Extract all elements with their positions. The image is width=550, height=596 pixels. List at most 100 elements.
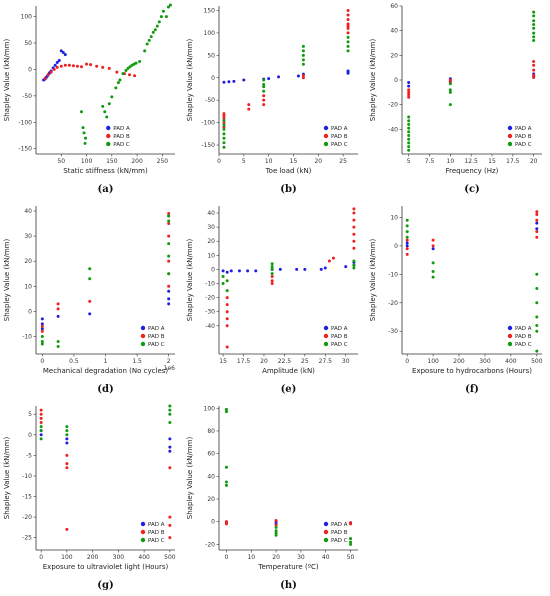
x-tick-label: 0 (217, 158, 221, 165)
data-point-pad-b (535, 235, 539, 239)
x-tick-label: 20 (260, 358, 268, 365)
y-tick-label: 30 (24, 233, 32, 240)
data-point-pad-a (222, 80, 226, 84)
x-axis-label: Toe load (kN) (265, 167, 312, 175)
data-point-pad-a (254, 269, 258, 273)
data-point-pad-b (59, 64, 63, 68)
y-axis-label: Shapley Value (kN/mm) (3, 437, 11, 520)
data-point-pad-c (56, 344, 60, 348)
data-point-pad-b (405, 252, 409, 256)
data-point-pad-c (167, 272, 171, 276)
x-tick-label: 22.5 (278, 358, 292, 365)
y-tick-label: 100 (21, 14, 33, 21)
x-tick-label: 20 (314, 158, 322, 165)
data-point-pad-b (39, 416, 43, 420)
x-tick-label: 300 (479, 358, 491, 365)
data-point-pad-c (224, 480, 228, 484)
y-axis-label: Shapley Value (kN/mm) (369, 39, 377, 122)
x-tick-label: 10 (447, 158, 455, 165)
data-point-pad-a (168, 449, 172, 453)
y-tick-label: -20 (388, 102, 398, 109)
chart-panel-a: 50 100 150 200 250 -150 -100 -50 0 50 100 Static st… (3, 3, 175, 195)
data-point-pad-a (40, 317, 44, 321)
legend-label: PAD C (148, 342, 165, 348)
data-point-pad-b (346, 17, 350, 21)
y-tick-label: 50 (24, 40, 32, 47)
panel-label: (e) (281, 384, 297, 395)
y-tick-label: -50 (205, 97, 215, 104)
y-tick-label: -20 (205, 541, 215, 548)
y-tick-label: 0 (211, 519, 215, 526)
data-point-pad-a (221, 269, 225, 273)
data-point-pad-a (167, 297, 171, 301)
data-point-pad-c (225, 279, 229, 283)
data-point-pad-b (532, 60, 536, 63)
data-point-pad-b (168, 523, 172, 527)
x-tick-label: 300 (113, 554, 125, 561)
data-point-pad-c (134, 61, 138, 65)
data-point-pad-b (331, 256, 335, 260)
data-point-pad-a (344, 265, 348, 269)
data-point-pad-c (167, 214, 171, 218)
legend-marker (323, 537, 329, 543)
chart-panel-h: 0 10 20 30 40 50 -20 0 20 40 60 80 100 Temperature (º… (186, 405, 358, 591)
data-point-pad-c (128, 65, 132, 69)
legend-label: PAD A (331, 522, 348, 528)
legend-marker (507, 341, 513, 347)
data-point-pad-c (39, 425, 43, 429)
data-point-pad-c (407, 145, 411, 149)
x-tick-label: 200 (131, 158, 143, 165)
y-tick-label: 20 (207, 496, 215, 503)
legend-marker (507, 133, 513, 139)
data-point-pad-a (56, 314, 60, 318)
legend-marker (323, 141, 329, 147)
data-point-pad-a (168, 445, 172, 449)
data-point-pad-c (274, 531, 278, 535)
data-point-pad-c (116, 81, 120, 85)
legend-label: PAD B (148, 334, 165, 340)
data-point-pad-c (79, 110, 83, 114)
y-tick-label: 30 (207, 224, 215, 231)
data-point-pad-b (222, 121, 226, 125)
data-point-pad-c (532, 19, 536, 23)
data-point-pad-b (101, 65, 105, 69)
y-tick-label: 0 (394, 243, 398, 250)
data-point-pad-b (43, 76, 47, 80)
x-axis-label: Amplitude (kN) (262, 367, 315, 375)
data-point-pad-c (168, 404, 172, 408)
data-point-pad-c (222, 141, 226, 145)
data-point-pad-a (535, 227, 539, 231)
data-point-pad-a (232, 79, 236, 83)
legend-label: PAD A (113, 126, 130, 132)
y-tick-label: 40 (390, 28, 398, 35)
data-point-pad-c (535, 324, 539, 328)
data-point-pad-a (88, 312, 92, 316)
data-point-pad-b (46, 73, 50, 77)
data-point-pad-a (246, 269, 250, 273)
legend-marker (140, 325, 146, 331)
y-tick-label: 0 (211, 266, 215, 273)
data-point-pad-a (63, 53, 67, 57)
data-point-pad-c (224, 465, 228, 469)
data-point-pad-c (262, 82, 266, 86)
x-axis-label: Frequency (Hz) (446, 167, 499, 175)
data-point-pad-c (65, 429, 69, 433)
data-point-pad-b (532, 76, 536, 80)
y-tick-label: -20 (22, 514, 32, 521)
data-point-pad-b (327, 259, 331, 263)
legend-marker (140, 537, 146, 543)
data-point-pad-c (535, 272, 539, 276)
data-point-pad-a (168, 437, 172, 441)
data-point-pad-a (278, 267, 282, 271)
legend-label: PAD A (148, 522, 165, 528)
data-point-pad-c (101, 104, 105, 108)
data-point-pad-b (167, 284, 171, 288)
legend-label: PAD C (331, 342, 348, 348)
data-point-pad-c (301, 44, 305, 48)
y-tick-label: -50 (22, 93, 32, 100)
data-point-pad-c (352, 259, 356, 263)
legend-marker (323, 529, 329, 535)
x-axis-offset-label: 1e6 (164, 365, 176, 372)
data-point-pad-a (295, 267, 299, 271)
